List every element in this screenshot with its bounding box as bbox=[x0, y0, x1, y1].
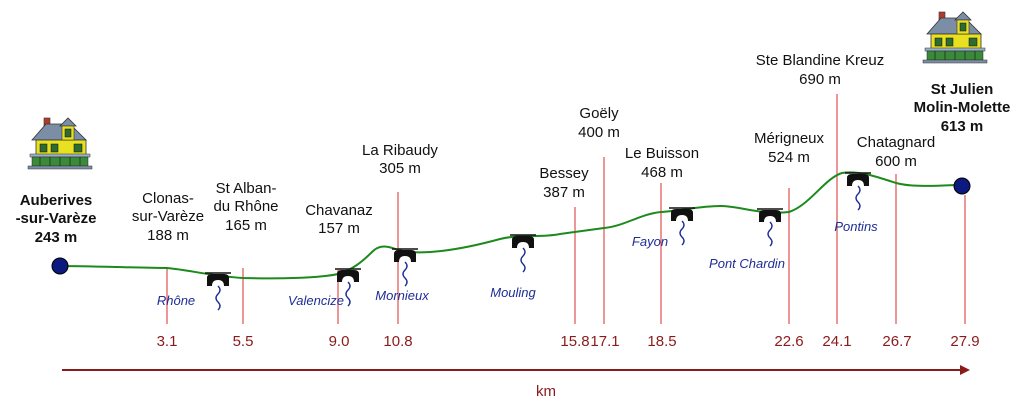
bridge-icon bbox=[391, 248, 419, 263]
end-altitude: 613 m bbox=[941, 118, 984, 135]
end-name-line2: Molin-Molette bbox=[914, 99, 1011, 116]
km-tick-label: 18.5 bbox=[647, 333, 676, 350]
km-tick-label: 27.9 bbox=[950, 333, 979, 350]
place-label: Clonas- bbox=[142, 190, 194, 207]
bridge-icon bbox=[334, 268, 362, 283]
place-altitude: 600 m bbox=[875, 153, 917, 170]
river-squiggle-icon bbox=[767, 221, 773, 247]
drop-lines bbox=[166, 94, 966, 324]
bridge-icon bbox=[668, 207, 696, 222]
place-label: du Rhône bbox=[213, 198, 278, 215]
place-altitude: 157 m bbox=[318, 220, 360, 237]
km-tick-label: 15.8 bbox=[560, 333, 589, 350]
end-name-line1: St Julien bbox=[931, 81, 994, 98]
river-squiggle-icon bbox=[855, 185, 861, 211]
river-squiggle-icon bbox=[679, 220, 685, 246]
place-altitude: 468 m bbox=[641, 164, 683, 181]
river-squiggle-icon bbox=[215, 285, 221, 311]
km-tick-label: 17.1 bbox=[590, 333, 619, 350]
place-altitude: 305 m bbox=[379, 160, 421, 177]
place-altitude: 188 m bbox=[147, 227, 189, 244]
place-label: Goëly bbox=[579, 105, 619, 122]
place-label: Mérigneux bbox=[754, 130, 825, 147]
bridge-icon bbox=[509, 234, 537, 249]
km-tick-label: 3.1 bbox=[157, 333, 178, 350]
place-label: La Ribaudy bbox=[362, 142, 438, 159]
river-label: Mouling bbox=[490, 285, 536, 300]
km-tick-labels: 3.1 5.5 9.0 10.8 15.8 17.1 18.5 22.6 24.… bbox=[157, 333, 980, 350]
place-label: Chavanaz bbox=[305, 202, 373, 219]
km-tick-label: 24.1 bbox=[822, 333, 851, 350]
place-label: Bessey bbox=[539, 165, 589, 182]
river-label: Pont Chardin bbox=[709, 256, 785, 271]
river-label: Fayon bbox=[632, 234, 668, 249]
km-tick-label: 5.5 bbox=[233, 333, 254, 350]
river-label: Valencize bbox=[288, 293, 344, 308]
bridge-icon bbox=[844, 172, 872, 187]
place-altitude: 524 m bbox=[768, 149, 810, 166]
place-altitude: 690 m bbox=[799, 71, 841, 88]
km-tick-label: 22.6 bbox=[774, 333, 803, 350]
start-point-marker bbox=[51, 257, 69, 275]
river-label: Pontins bbox=[834, 219, 878, 234]
start-name-line2: -sur-Varèze bbox=[16, 210, 97, 227]
house-icon bbox=[27, 117, 93, 170]
km-tick-label: 26.7 bbox=[882, 333, 911, 350]
river-label: Rhône bbox=[157, 293, 195, 308]
start-altitude: 243 m bbox=[35, 229, 78, 246]
km-tick-label: 9.0 bbox=[329, 333, 350, 350]
place-label: Le Buisson bbox=[625, 145, 699, 162]
elevation-profile-line bbox=[59, 171, 963, 280]
place-label: St Alban- bbox=[216, 180, 277, 197]
river-label: Mornieux bbox=[375, 288, 429, 303]
river-squiggles bbox=[215, 185, 861, 311]
bridge-icon bbox=[204, 272, 232, 287]
house-icon bbox=[922, 11, 988, 64]
bridge-icon bbox=[756, 208, 784, 223]
place-label: sur-Varèze bbox=[132, 208, 204, 225]
place-altitude: 387 m bbox=[543, 184, 585, 201]
place-altitude: 165 m bbox=[225, 217, 267, 234]
end-point-marker bbox=[953, 177, 971, 195]
river-squiggle-icon bbox=[520, 247, 526, 273]
river-squiggle-icon bbox=[345, 281, 351, 307]
km-tick-label: 10.8 bbox=[383, 333, 412, 350]
river-squiggle-icon bbox=[402, 261, 408, 287]
start-name-line1: Auberives bbox=[20, 192, 93, 209]
place-altitude: 400 m bbox=[578, 124, 620, 141]
place-label: Ste Blandine Kreuz bbox=[756, 52, 884, 69]
place-label: Chatagnard bbox=[857, 134, 935, 151]
axis-label: km bbox=[536, 383, 556, 400]
